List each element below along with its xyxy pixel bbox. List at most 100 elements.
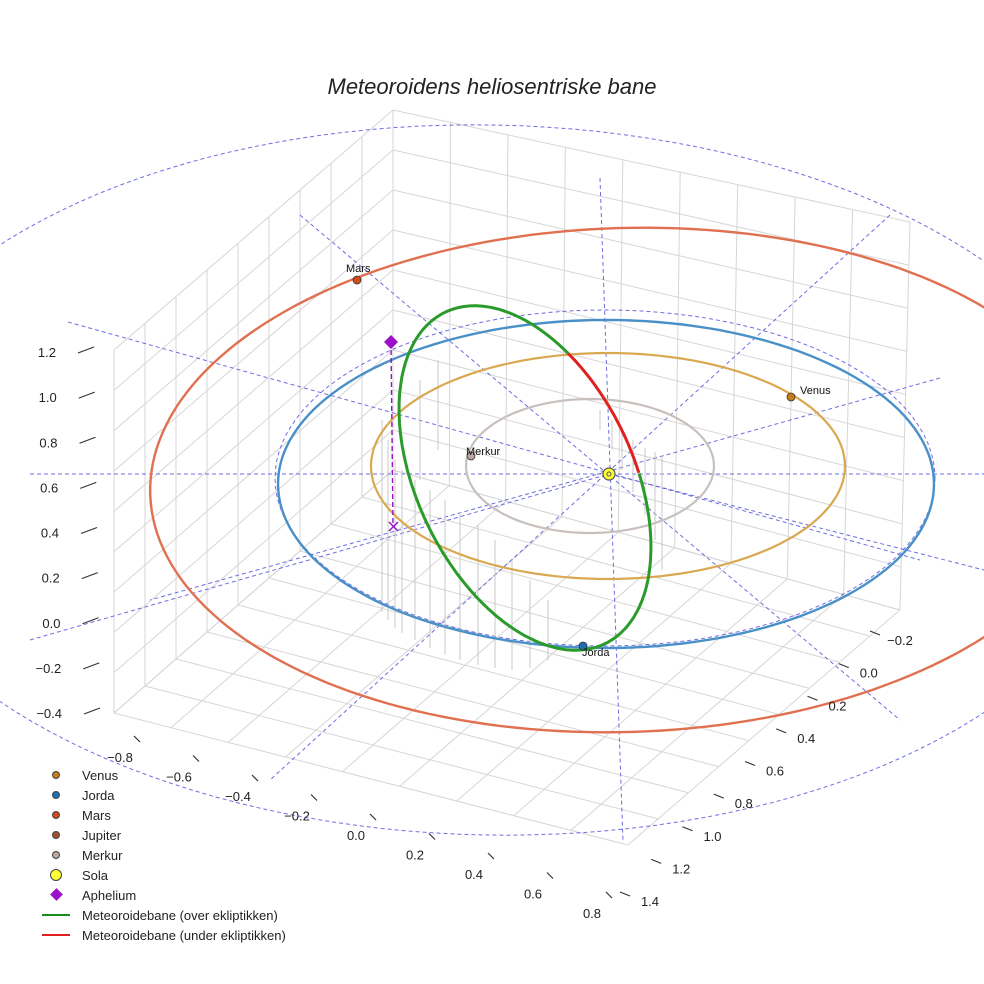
z-tick-mark	[80, 526, 98, 535]
z-tick-mark	[78, 391, 95, 399]
planet-marker	[352, 275, 362, 285]
planet-marker	[578, 641, 588, 651]
wall-grid-line	[786, 197, 796, 579]
wall-grid-line	[392, 349, 904, 482]
z-tick-label: 0.0	[42, 616, 60, 631]
x-tick-label: −0.2	[284, 809, 310, 824]
ecliptic-ray	[599, 177, 624, 843]
z-tick-mark	[82, 617, 99, 625]
wall-grid-line	[113, 109, 394, 351]
x-tick-label: −0.6	[166, 770, 192, 785]
legend-item: Merkur	[40, 845, 286, 865]
floor-grid-line	[513, 578, 788, 817]
ecliptic-ray	[608, 473, 984, 571]
floor-grid-line	[175, 658, 689, 794]
legend-label: Meteoroidebane (over ekliptikken)	[82, 907, 278, 923]
z-tick-mark	[80, 481, 97, 489]
wall-grid-line	[113, 389, 394, 633]
axis-grid	[113, 109, 911, 846]
venus-orbit	[369, 351, 847, 581]
wall-grid-line	[392, 109, 911, 223]
planet-markers: Venus Jorda Mars Merkur	[346, 263, 831, 659]
legend-label: Sola	[82, 867, 109, 883]
legend-item: Aphelium	[40, 885, 286, 905]
y-tick-mark	[682, 826, 693, 832]
floor-grid-line	[361, 496, 870, 637]
y-tick-label: 0.8	[735, 796, 753, 811]
sun-marker	[602, 467, 616, 481]
wall-grid-line	[113, 269, 394, 512]
legend-swatch	[40, 865, 72, 885]
planet-label: Venus	[800, 385, 831, 397]
legend-label: Merkur	[82, 847, 123, 863]
x-tick-label: −0.8	[107, 750, 133, 765]
legend-swatch	[40, 905, 72, 925]
legend-swatch	[40, 805, 72, 825]
wall-grid-line	[113, 429, 394, 674]
z-tick-label: 0.4	[41, 526, 59, 541]
axis-ticks: −0.8 −0.6 −0.4 −0.2 0.0 0.2 0.4 0.6 0.8 1.4 1.2 1.0…	[36, 345, 913, 921]
y-tick-label: −0.2	[887, 633, 913, 648]
floor-grid-line	[170, 485, 450, 729]
y-tick-mark	[807, 695, 818, 701]
z-tick-label: 0.8	[39, 435, 57, 450]
orbit-drop-lines	[381, 360, 663, 670]
wall-grid-line	[392, 269, 906, 395]
meteoroid-orbit-below	[567, 352, 641, 474]
x-tick-mark	[310, 794, 318, 801]
legend-item: Meteoroidebane (over ekliptikken)	[40, 905, 286, 925]
wall-grid-line	[113, 189, 394, 432]
meteoroid-orbit-above	[397, 304, 653, 652]
z-tick-mark	[83, 662, 100, 670]
floor-grid-line	[113, 712, 629, 846]
z-tick-label: −0.2	[36, 661, 62, 676]
merkur-orbit	[464, 397, 716, 535]
y-tick-label: 1.4	[641, 894, 659, 909]
wall-grid-line	[561, 147, 566, 517]
y-tick-mark	[776, 728, 787, 734]
ecliptic-ray	[149, 377, 941, 601]
x-tick-mark	[251, 774, 259, 782]
ecliptic-ring-inner	[274, 309, 936, 647]
y-tick-mark	[744, 760, 756, 767]
y-tick-mark	[619, 891, 631, 897]
x-tick-mark	[546, 872, 554, 879]
x-tick-mark	[192, 755, 200, 762]
wall-grid-line	[843, 209, 854, 595]
wall-grid-line	[505, 134, 509, 502]
x-tick-mark	[133, 735, 141, 743]
x-tick-label: 0.8	[583, 906, 601, 921]
wall-grid-line	[113, 349, 394, 593]
jorda-orbit	[276, 318, 936, 650]
x-tick-label: 0.4	[465, 867, 483, 882]
x-tick-label: 0.0	[347, 828, 365, 843]
z-tick-label: 1.2	[38, 345, 56, 360]
y-tick-mark	[713, 793, 724, 799]
planet-label: Mars	[346, 263, 371, 275]
legend-label: Meteoroidebane (under ekliptikken)	[82, 927, 286, 943]
planet-orbits	[148, 226, 984, 734]
y-tick-mark	[869, 630, 881, 636]
z-tick-mark	[83, 707, 101, 715]
floor-grid-line	[570, 594, 844, 831]
x-tick-label: 0.6	[524, 887, 542, 902]
floor-grid-line	[342, 531, 619, 773]
wall-grid-line	[113, 229, 394, 472]
planet-label: Merkur	[466, 446, 501, 458]
z-tick-mark	[81, 572, 98, 580]
legend-item: Mars	[40, 805, 286, 825]
floor-grid-line	[285, 516, 563, 758]
wall-grid-line	[730, 184, 739, 564]
legend-item: Sola	[40, 865, 286, 885]
y-tick-label: 1.2	[672, 861, 690, 876]
wall-grid-line	[113, 309, 394, 553]
floor-grid-line	[330, 523, 840, 663]
chart-title: Meteoroidens heliosentriske bane	[327, 74, 657, 99]
z-tick-mark	[77, 346, 95, 354]
floor-grid-line	[268, 577, 780, 715]
legend-swatch	[40, 845, 72, 865]
x-tick-label: −0.4	[225, 789, 251, 804]
legend-swatch	[40, 765, 72, 785]
legend-label: Jupiter	[82, 827, 122, 843]
